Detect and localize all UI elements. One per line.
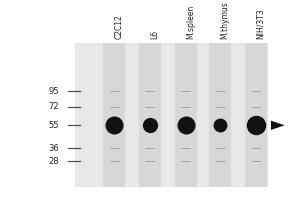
Bar xyxy=(245,43,267,187)
Text: 36: 36 xyxy=(48,144,59,153)
Bar xyxy=(209,43,231,187)
Polygon shape xyxy=(271,121,284,130)
Bar xyxy=(103,43,125,187)
Text: 55: 55 xyxy=(48,121,59,130)
Text: C2C12: C2C12 xyxy=(114,15,123,39)
Text: M.thymus: M.thymus xyxy=(220,2,229,39)
Text: L6: L6 xyxy=(150,30,159,39)
Bar xyxy=(175,43,197,187)
Text: M.spleen: M.spleen xyxy=(186,5,195,39)
Bar xyxy=(75,43,268,187)
Text: 72: 72 xyxy=(48,102,59,111)
Text: 95: 95 xyxy=(48,87,59,96)
Text: NIH/3T3: NIH/3T3 xyxy=(256,9,265,39)
Bar xyxy=(139,43,161,187)
Text: 28: 28 xyxy=(48,157,59,166)
